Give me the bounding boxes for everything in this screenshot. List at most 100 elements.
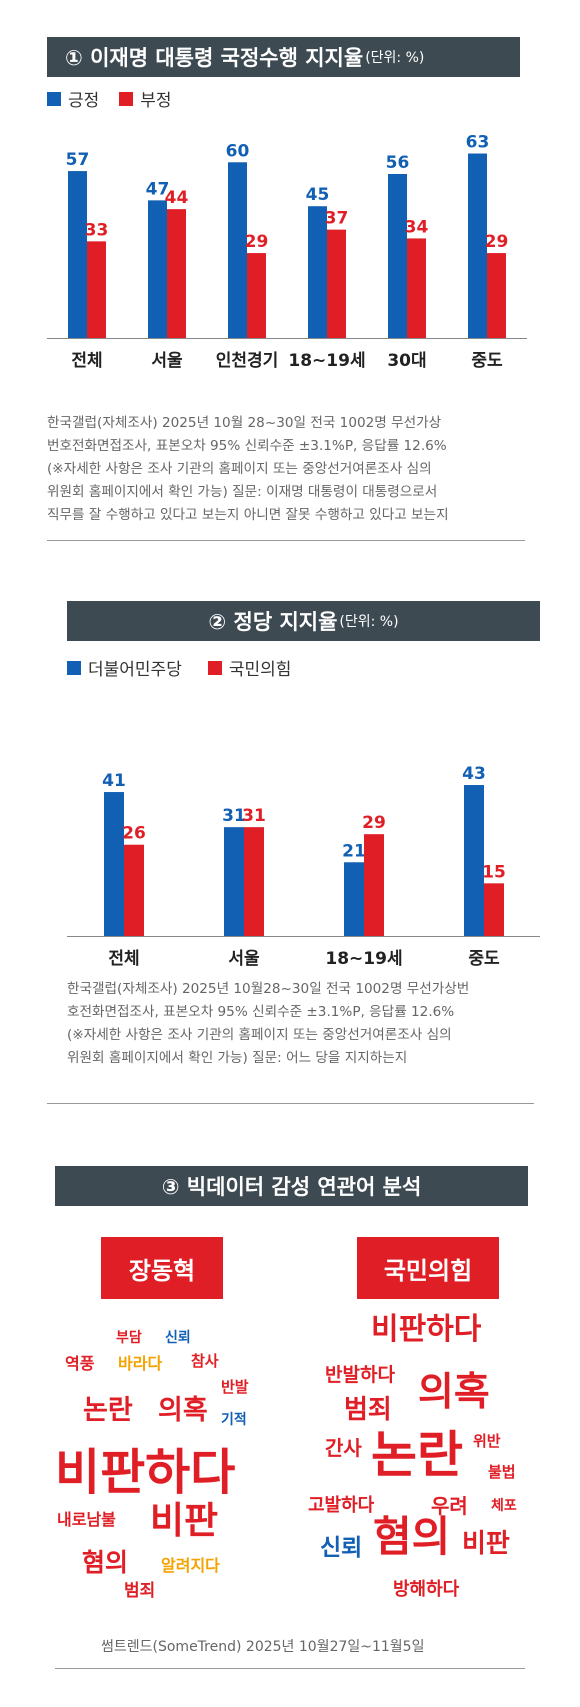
bar (407, 238, 426, 338)
section2-title: ② 정당 지지율 (208, 610, 338, 634)
section1-note: 한국갤럽(자체조사) 2025년 10월 28~30일 전국 1002명 무선가… (47, 412, 449, 527)
cloud-word: 불법 (488, 1463, 516, 1481)
note-line: 한국갤럽(자체조사) 2025년 10월28~30일 전국 1002명 무선가상… (67, 981, 470, 997)
category-label: 18~19세 (325, 949, 402, 969)
cloud-word: 고발하다 (308, 1495, 375, 1516)
cloud-word: 참사 (191, 1352, 219, 1370)
bar (104, 792, 124, 936)
section3-footer: 썸트렌드(SomeTrend) 2025년 10월27일~11월5일 (101, 1639, 425, 1655)
bar (344, 862, 364, 936)
data-label: 60 (226, 141, 250, 161)
note-line: 호전화면접조사, 표본오차 95% 신뢰수준 ±3.1%P, 응답률 12.6% (67, 1004, 455, 1020)
category-label: 중도 (471, 351, 503, 371)
divider (55, 1668, 525, 1669)
data-label: 56 (386, 153, 410, 173)
section1-header: ① 이재명 대통령 국정수행 지지율 (단위: %) (47, 37, 520, 77)
note-line: (※자세한 사항은 조사 기관의 홈페이지 또는 중앙선거여론조사 심의 (67, 1027, 452, 1043)
tag-ppp: 국민의힘 (357, 1237, 499, 1299)
bar (124, 844, 144, 936)
data-label: 34 (405, 217, 429, 237)
legend-swatch-ppp (207, 660, 222, 675)
bar (228, 162, 247, 338)
cloud-word: 신뢰 (320, 1535, 363, 1561)
cloud-word: 의혹 (158, 1395, 208, 1426)
bar (308, 206, 327, 338)
section2-unit: (단위: %) (339, 614, 399, 630)
legend-item-democratic: 더불어민주당 (67, 655, 182, 680)
bar (148, 200, 167, 338)
data-label: 63 (466, 133, 490, 153)
bar (244, 827, 264, 936)
cloud-word: 신뢰 (165, 1330, 191, 1346)
legend-label-negative: 부정 (140, 91, 172, 111)
divider (47, 1103, 534, 1104)
data-label: 44 (165, 188, 189, 208)
section1-title: ① 이재명 대통령 국정수행 지지율 (65, 46, 364, 70)
cloud-word: 기적 (221, 1412, 247, 1428)
category-label: 전체 (108, 949, 139, 969)
legend-label-ppp: 국민의힘 (228, 660, 292, 680)
note-line: 번호전화면접조사, 표본오차 95% 신뢰수준 ±3.1%P, 응답률 12.6… (47, 438, 447, 454)
data-label: 29 (362, 813, 386, 833)
category-label: 서울 (228, 949, 260, 969)
section1-legend: 긍정 부정 (47, 86, 192, 111)
bar (87, 241, 106, 338)
cloud-word: 범죄 (344, 1395, 392, 1425)
cloud-word: 비판하다 (55, 1444, 236, 1501)
cloud-word: 바라다 (118, 1354, 163, 1373)
cloud-word: 비판 (462, 1529, 510, 1559)
bar (327, 229, 346, 338)
data-label: 29 (245, 232, 269, 252)
cloud-word: 논란 (371, 1426, 463, 1484)
note-line: 한국갤럽(자체조사) 2025년 10월 28~30일 전국 1002명 무선가… (47, 415, 442, 431)
note-line: 위원회 홈페이지에서 확인 가능) 질문: 이재명 대통령이 대통령으로서 (47, 484, 438, 500)
cloud-word: 우려 (431, 1494, 468, 1518)
section3-header: ③ 빅데이터 감성 연관어 분석 (55, 1166, 528, 1206)
cloud-word: 비판하다 (371, 1312, 482, 1347)
section2-legend: 더불어민주당 국민의힘 (67, 655, 311, 680)
data-label: 21 (342, 841, 366, 861)
bar (487, 253, 506, 338)
cloud-word: 논란 (83, 1395, 133, 1426)
data-label: 45 (306, 185, 330, 205)
category-label: 중도 (468, 949, 500, 969)
category-label: 서울 (151, 351, 183, 371)
bar (464, 785, 484, 936)
bar (247, 253, 266, 338)
cloud-word: 혐의 (82, 1548, 129, 1577)
data-label: 37 (325, 209, 349, 229)
cloud-word: 역풍 (65, 1354, 95, 1373)
legend-swatch-negative (119, 91, 134, 106)
cloud-word: 체포 (491, 1498, 517, 1514)
data-label: 31 (242, 806, 266, 826)
data-label: 41 (102, 771, 126, 791)
legend-item-ppp: 국민의힘 (207, 655, 292, 680)
data-label: 31 (222, 806, 246, 826)
data-label: 29 (485, 232, 509, 252)
cloud-word: 반발 (221, 1378, 249, 1396)
note-line: (※자세한 사항은 조사 기관의 홈페이지 또는 중앙선거여론조사 심의 (47, 461, 432, 477)
note-line: 위원회 홈페이지에서 확인 가능) 질문: 어느 당을 지지하는지 (67, 1050, 408, 1066)
note-line: 직무를 잘 수행하고 있다고 보는지 아니면 잘못 수행하고 있다고 보는지 (47, 507, 449, 523)
legend-label-positive: 긍정 (68, 91, 100, 111)
data-label: 15 (482, 862, 506, 882)
cloud-word: 내로남불 (57, 1510, 116, 1529)
legend-label-democratic: 더불어민주당 (88, 660, 182, 680)
legend-item-negative: 부정 (119, 86, 172, 111)
section2-header: ② 정당 지지율 (단위: %) (67, 601, 540, 641)
cloud-word: 알려지다 (161, 1556, 220, 1575)
bar (364, 834, 384, 936)
cloud-word: 비판 (150, 1499, 219, 1542)
cloud-word: 반발하다 (325, 1364, 395, 1386)
section2-note: 한국갤럽(자체조사) 2025년 10월28~30일 전국 1002명 무선가상… (67, 978, 469, 1070)
bar (468, 153, 487, 338)
section3-title: ③ 빅데이터 감성 연관어 분석 (161, 1175, 422, 1199)
category-label: 인천경기 (216, 351, 279, 371)
bar (484, 883, 504, 936)
tag-jang-donghyuk: 장동혁 (101, 1237, 223, 1299)
bar (388, 174, 407, 338)
cloud-word: 방해하다 (393, 1579, 460, 1600)
data-label: 47 (146, 179, 170, 199)
